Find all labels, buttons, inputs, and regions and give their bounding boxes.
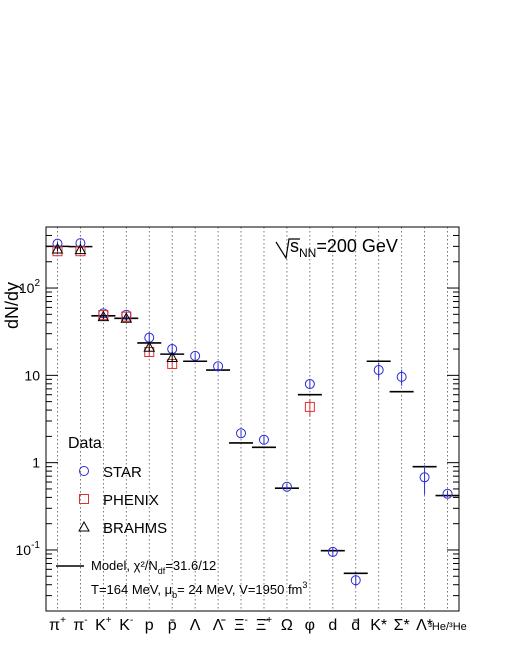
x-tick-label: K+	[95, 615, 112, 634]
star-point	[304, 379, 315, 390]
brahms-point	[97, 310, 110, 322]
legend-entry-label: BRAHMS	[103, 520, 167, 537]
y-tick-label: 10-1	[16, 540, 41, 558]
legend-params-superscript: 3	[302, 580, 307, 590]
x-tick-label: Ω	[281, 617, 293, 634]
star-point	[213, 361, 224, 372]
y-tick-label: 10	[24, 367, 40, 383]
legend-params-value: = 24 MeV, V=1950 fm	[177, 582, 302, 597]
x-tick-label: K*	[370, 617, 387, 634]
star-point	[258, 434, 269, 445]
x-tick-label: π-	[73, 615, 87, 634]
x-tick-label: d̄	[351, 617, 360, 634]
star-point	[373, 365, 384, 376]
brahms-point	[143, 341, 156, 352]
legend-params-subscript: b	[172, 590, 177, 600]
x-tick-label: Λ	[190, 617, 201, 634]
x-tick-label: Ξ̄+	[256, 615, 272, 634]
phenix-point	[304, 401, 315, 412]
data-markers	[51, 238, 453, 587]
x-tick-label: Λ̄	[213, 617, 227, 634]
svg-text:T=164 MeV, μb= 24 MeV, V=1950: T=164 MeV, μb= 24 MeV, V=1950 fm3	[91, 580, 307, 600]
star-point	[281, 481, 292, 492]
phenix-point	[75, 246, 86, 257]
brahms-point	[166, 351, 179, 363]
x-tick-label: π+	[49, 615, 66, 634]
energy-subscript: NN	[299, 246, 316, 260]
star-point	[350, 575, 361, 586]
phenix-point	[121, 311, 132, 322]
brahms-point	[74, 243, 87, 255]
legend-entries: STAR PHENIX BRAHMS	[78, 464, 167, 537]
x-tick-label: Σ*	[394, 617, 410, 634]
svg-text:Model, χ²/Ndf=31.6/12: Model, χ²/Ndf=31.6/12	[91, 558, 216, 576]
brahms-point	[51, 242, 64, 254]
legend-star-marker	[79, 466, 89, 476]
x-tick-label: p	[145, 617, 154, 634]
legend-model-subscript: df	[158, 566, 166, 576]
y-tick-label: 102	[19, 278, 41, 296]
legend-entry-label: STAR	[103, 464, 142, 481]
star-point	[190, 350, 201, 361]
y-axis-ticks: 10-1 1 10 102	[16, 226, 459, 612]
x-tick-label: φ	[305, 617, 315, 634]
x-tick-label: Ξ-	[234, 615, 248, 634]
energy-symbol: s	[290, 236, 299, 256]
star-point	[396, 371, 407, 382]
star-point	[75, 238, 86, 249]
y-axis-label: dN/dy	[2, 282, 22, 329]
star-point	[236, 428, 247, 439]
star-point	[442, 488, 453, 499]
legend-entry-label: PHENIX	[103, 492, 159, 509]
legend-brahms-marker	[78, 520, 90, 532]
x-tick-label: Λ*	[416, 617, 433, 634]
legend-phenix-marker	[79, 494, 89, 504]
phenix-point	[98, 310, 109, 321]
x-tick-label: p̄	[168, 617, 177, 634]
legend: Data STAR PHENIX BRAHMS Model, χ²/Ndf=31.6…	[56, 435, 307, 600]
legend-params-label: T=164 MeV, μ	[91, 582, 172, 597]
energy-value: =200 GeV	[316, 236, 398, 256]
star-point	[167, 344, 178, 355]
legend-model-value: =31.6/12	[165, 558, 216, 573]
energy-annotation: sNN=200 GeV	[275, 236, 398, 260]
plot-frame	[45, 226, 460, 612]
legend-model-label: Model, χ²/N	[91, 558, 158, 573]
brahms-point	[120, 312, 133, 323]
svg-text:sNN=200 GeV: sNN=200 GeV	[290, 236, 398, 260]
star-point	[419, 472, 430, 483]
x-tick-label: ³He/³He	[428, 621, 467, 633]
sqrt-sign	[275, 238, 300, 260]
x-tick-label: K-	[119, 615, 133, 634]
star-point	[327, 546, 338, 557]
x-tick-label: d	[328, 617, 337, 634]
legend-title: Data	[68, 435, 102, 452]
y-tick-label: 1	[32, 455, 40, 471]
